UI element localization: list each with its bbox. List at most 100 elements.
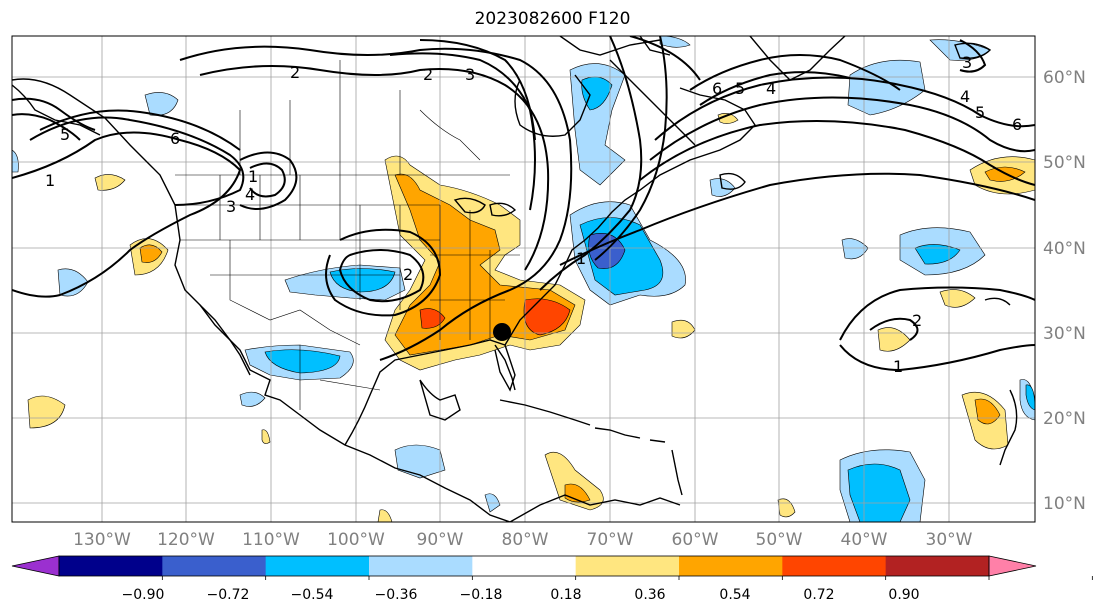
contour-alaska-2: [12, 113, 81, 141]
colorbar-tick-label: −0.54: [291, 587, 334, 603]
lesser-antilles: [671, 449, 683, 496]
contour-label: 2: [290, 63, 300, 82]
positive-anomaly-subtropical-pacific: [27, 395, 66, 429]
map-background: [12, 36, 1035, 522]
newfoundland: [719, 172, 746, 190]
negative-anomaly-baja-south: [239, 391, 266, 407]
hudson-bay: [514, 74, 591, 137]
negative-anomaly-mexico-core: [264, 349, 341, 374]
colorbar-tick-label: 0.36: [634, 587, 665, 603]
storm-marker: [493, 323, 511, 341]
latitude-label: 10°N: [1043, 494, 1086, 514]
contour-label: 2: [423, 65, 433, 84]
contour-iceland-low: [959, 39, 987, 73]
yucatan: [419, 379, 461, 421]
contour-label: 1: [893, 357, 903, 376]
contour-label: 3: [226, 197, 236, 216]
contour-label: 4: [245, 185, 255, 204]
colorbar-tick-label: −0.90: [122, 587, 165, 603]
canary-islands: [984, 297, 1011, 306]
contour-label: 1: [576, 249, 586, 268]
longitude-label: 60°W: [672, 530, 719, 550]
colorbar-ticks: −0.90 −0.72 −0.54 −0.36 −0.18 0.18 0.36 …: [122, 587, 920, 603]
colorbar-extend-low: [11, 555, 60, 577]
longitude-label: 120°W: [157, 530, 215, 550]
contour-2-central-atlantic: [869, 317, 919, 341]
baja-california: [199, 304, 251, 376]
positive-anomaly-baja: [261, 429, 271, 444]
longitude-label: 100°W: [327, 530, 385, 550]
contour-label: 2: [912, 311, 922, 330]
south-america-coast: [509, 494, 681, 522]
colorbar-tick-label: 0.54: [719, 587, 750, 603]
colorbar-segment: [782, 556, 887, 576]
contour-label: 1: [45, 171, 55, 190]
coastlines: [12, 36, 1018, 522]
colorbar-segment: [162, 556, 267, 576]
greenland: [749, 36, 846, 81]
colorbar-tick-label: 0.90: [888, 587, 919, 603]
latitude-axis: 60°N 50°N 40°N 30°N 20°N 10°N: [1043, 68, 1086, 514]
contour-label: 5: [975, 103, 985, 122]
latitude-label: 50°N: [1043, 153, 1086, 173]
contour-label: 1: [248, 167, 258, 186]
contour-2-west: [29, 116, 245, 206]
cuba: [499, 399, 591, 426]
positive-anomaly-caribbean: [544, 451, 604, 511]
labrador: [609, 59, 696, 146]
contour-1-south: [839, 344, 1035, 372]
east-coast: [504, 87, 756, 346]
contour-label-group: 1 2 3 4 5 6 1 2 3 4 5 6 1 2 3 4 5 6 1 2: [45, 53, 1022, 376]
longitude-axis: 130°W 120°W 110°W 100°W 90°W 80°W 70°W 6…: [73, 530, 973, 550]
arctic-islands: [559, 36, 661, 56]
colorbar-segment: [59, 556, 163, 576]
longitude-label: 80°W: [502, 530, 549, 550]
longitude-label: 50°W: [756, 530, 803, 550]
colorbar-segment: [575, 556, 680, 576]
africa-coast: [999, 389, 1018, 466]
colorbar-extend-high: [988, 555, 1037, 577]
positive-anomaly-central-atlantic: [877, 327, 911, 352]
positive-anomaly-maine: [717, 113, 739, 124]
colorbar-segment: [472, 556, 577, 576]
colorbar: [11, 555, 1093, 580]
negative-anomaly-pacific-small: [659, 36, 691, 48]
contour-greenland-2: [699, 71, 851, 106]
colorbar-segment: [369, 556, 473, 576]
contour-low-vancouver-inner: [249, 162, 286, 198]
contour-greenland: [689, 54, 901, 91]
colorbar-tick-label: 0.18: [550, 587, 581, 603]
contour-north-3: [389, 52, 536, 211]
positive-anomaly-panama: [377, 509, 393, 522]
map-frame: [11, 35, 1036, 523]
longitude-label: 130°W: [73, 530, 131, 550]
contour-label: 6: [1012, 115, 1022, 134]
contour-5-atlantic: [649, 96, 1035, 161]
contour-label: 2: [403, 265, 413, 284]
state-borders: [175, 60, 520, 410]
contour-1-central-atlantic: [839, 286, 1035, 341]
contour-label: 4: [960, 87, 970, 106]
colorbar-tick-label: −0.72: [207, 587, 250, 603]
contour-alaska-north: [12, 97, 96, 131]
contour-2-plains: [338, 249, 425, 303]
positive-anomaly-gulf: [419, 308, 446, 329]
contour-north-1: [179, 45, 573, 361]
negative-anomaly-south-atlantic-core: [847, 463, 911, 522]
contour-lines: [12, 36, 1035, 372]
latitude-label: 20°N: [1043, 409, 1086, 429]
contour-trough-east-2: [594, 36, 668, 261]
contour-1-atlantic: [559, 172, 1035, 266]
alaska-coast: [12, 84, 101, 136]
negative-anomaly-nw-pacific-edge: [12, 149, 19, 173]
contour-north-2: [199, 65, 550, 271]
positive-anomaly-peak: [523, 298, 571, 336]
positive-anomaly-ne-pacific: [94, 174, 126, 191]
positive-anomaly-pacific-core: [139, 244, 163, 263]
colorbar-segment: [885, 556, 990, 576]
contour-low-vancouver: [239, 151, 298, 210]
longitude-label: 40°W: [841, 530, 888, 550]
latitude-label: 40°N: [1043, 239, 1086, 259]
contour-label: 4: [766, 79, 776, 98]
